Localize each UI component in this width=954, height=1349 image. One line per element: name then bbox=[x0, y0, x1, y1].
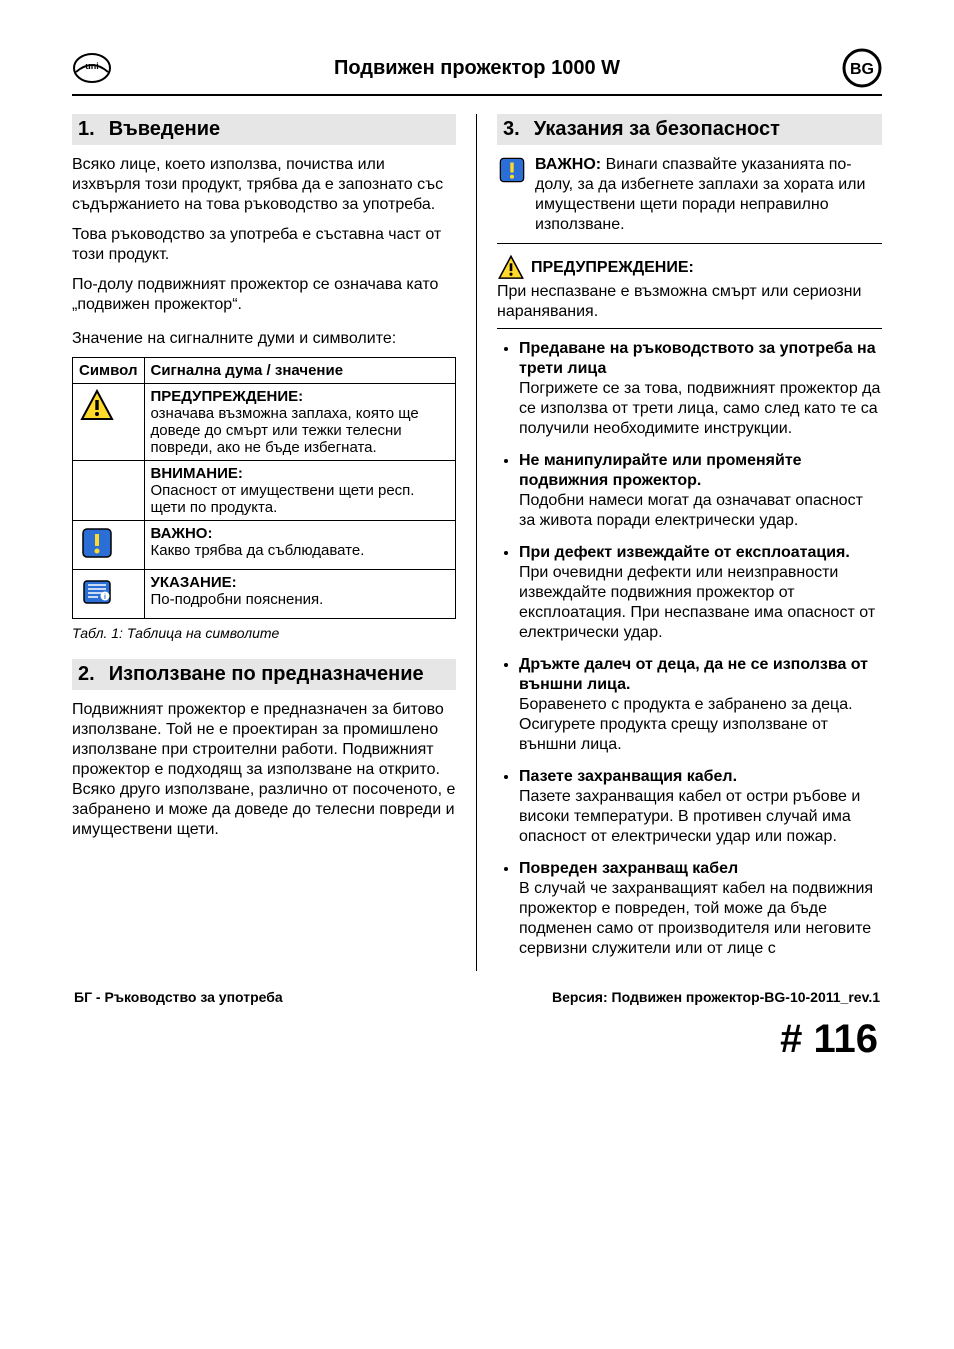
section-number: 3. bbox=[503, 118, 520, 141]
section-title: Указания за безопасност bbox=[534, 118, 780, 141]
svg-text:BG: BG bbox=[850, 61, 874, 78]
important-square-icon bbox=[497, 155, 527, 185]
section-heading-intro: 1. Въведение bbox=[72, 114, 456, 145]
signal-cell: ВАЖНО: Какво трябва да съблюдавате. bbox=[144, 521, 456, 570]
safety-item-title: Пазете захранващия кабел. bbox=[519, 767, 882, 787]
safety-item-body: Подобни намеси могат да означават опасно… bbox=[519, 492, 863, 529]
signal-cell: ПРЕДУПРЕЖДЕНИЕ: означава възможна заплах… bbox=[144, 384, 456, 461]
intro-paragraph: По-долу подвижният прожектор се означава… bbox=[72, 275, 456, 315]
note-book-icon: i bbox=[79, 574, 115, 610]
table-row: ВНИМАНИЕ: Опасност от имуществени щети р… bbox=[73, 461, 456, 521]
page-number: # 116 bbox=[72, 1017, 882, 1062]
safety-list: Предаване на ръководството за употреба н… bbox=[497, 339, 882, 959]
section-heading-safety: 3. Указания за безопасност bbox=[497, 114, 882, 145]
safety-item: Пазете захранващия кабел. Пазете захранв… bbox=[519, 767, 882, 847]
section-title: Използване по предназначение bbox=[109, 663, 424, 686]
safety-item: Не манипулирайте или променяйте подвижни… bbox=[519, 451, 882, 531]
warning-lead: ПРЕДУПРЕЖДЕНИЕ: bbox=[531, 259, 694, 277]
table-row: i УКАЗАНИЕ: По-подробни пояснения. bbox=[73, 570, 456, 619]
signal-word: УКАЗАНИЕ: bbox=[151, 574, 237, 591]
svg-text:uni: uni bbox=[85, 61, 99, 71]
signal-word: ВНИМАНИЕ: bbox=[151, 465, 243, 482]
page-root: uni Подвижен прожектор 1000 W BG 1. Въве… bbox=[0, 0, 954, 1349]
safety-item-body: Боравенето с продукта е забранено за дец… bbox=[519, 696, 853, 753]
intro-paragraph: Това ръководство за употреба е съставна … bbox=[72, 225, 456, 265]
symbol-cell: i bbox=[73, 570, 145, 619]
safety-item-body: В случай че захранващият кабел на подвиж… bbox=[519, 880, 873, 957]
notice-divider bbox=[497, 328, 882, 329]
symbol-cell bbox=[73, 384, 145, 461]
page-footer: БГ - Ръководство за употреба Версия: Под… bbox=[72, 989, 882, 1005]
safety-item-body: Погрижете се за това, подвижният прожект… bbox=[519, 380, 880, 437]
notice-divider bbox=[497, 243, 882, 244]
right-column: 3. Указания за безопасност ВАЖНО: Винаги… bbox=[477, 114, 882, 971]
signal-text: Какво трябва да съблюдавате. bbox=[151, 542, 365, 559]
signal-text: По-подробни пояснения. bbox=[151, 591, 324, 608]
signal-text: Опасност от имуществени щети респ. щети … bbox=[151, 482, 415, 516]
safety-item: Дръжте далеч от деца, да не се използва … bbox=[519, 655, 882, 755]
warning-triangle-icon bbox=[79, 388, 115, 424]
safety-item-title: Предаване на ръководството за употреба н… bbox=[519, 339, 882, 379]
signal-words-intro: Значение на сигналните думи и символите: bbox=[72, 329, 456, 349]
page-title: Подвижен прожектор 1000 W bbox=[112, 57, 842, 80]
signal-word: ПРЕДУПРЕЖДЕНИЕ: bbox=[151, 388, 304, 405]
header-divider bbox=[72, 94, 882, 96]
content-columns: 1. Въведение Всяко лице, което използва,… bbox=[72, 114, 882, 971]
page-header: uni Подвижен прожектор 1000 W BG bbox=[72, 48, 882, 88]
signal-cell: ВНИМАНИЕ: Опасност от имуществени щети р… bbox=[144, 461, 456, 521]
table-row: ВАЖНО: Какво трябва да съблюдавате. bbox=[73, 521, 456, 570]
safety-item-title: Повреден захранващ кабел bbox=[519, 859, 882, 879]
signal-word: ВАЖНО: bbox=[151, 525, 213, 542]
safety-item-title: Дръжте далеч от деца, да не се използва … bbox=[519, 655, 882, 695]
left-column: 1. Въведение Всяко лице, което използва,… bbox=[72, 114, 477, 971]
section-title: Въведение bbox=[109, 118, 221, 141]
section-number: 1. bbox=[78, 118, 95, 141]
important-lead: ВАЖНО: bbox=[535, 156, 601, 173]
brand-logo-icon: uni bbox=[72, 48, 112, 88]
safety-item: При дефект извеждайте от експлоатация. П… bbox=[519, 543, 882, 643]
safety-item: Предаване на ръководството за употреба н… bbox=[519, 339, 882, 439]
section-number: 2. bbox=[78, 663, 95, 686]
table-header-signal: Сигнална дума / значение bbox=[144, 358, 456, 384]
footer-right: Версия: Подвижен прожектор-BG-10-2011_re… bbox=[552, 989, 880, 1005]
table-caption: Табл. 1: Таблица на символите bbox=[72, 625, 456, 641]
safety-item-title: Не манипулирайте или променяйте подвижни… bbox=[519, 451, 882, 491]
svg-text:i: i bbox=[104, 594, 106, 601]
symbol-cell bbox=[73, 461, 145, 521]
warning-body: При неспазване е възможна смърт или сери… bbox=[497, 282, 882, 322]
use-paragraph: Подвижният прожектор е предназначен за б… bbox=[72, 700, 456, 840]
section-heading-use: 2. Използване по предназначение bbox=[72, 659, 456, 690]
important-notice: ВАЖНО: Винаги спазвайте указанията по-до… bbox=[497, 155, 882, 235]
symbol-cell bbox=[73, 521, 145, 570]
symbol-table: Символ Сигнална дума / значение bbox=[72, 357, 456, 619]
table-row: ПРЕДУПРЕЖДЕНИЕ: означава възможна заплах… bbox=[73, 384, 456, 461]
intro-paragraph: Всяко лице, което използва, почиства или… bbox=[72, 155, 456, 215]
language-badge-icon: BG bbox=[842, 48, 882, 88]
safety-item-body: Пазете захранващия кабел от остри ръбове… bbox=[519, 788, 860, 845]
safety-item-body: При очевидни дефекти или неизправности и… bbox=[519, 564, 875, 641]
important-text: ВАЖНО: Винаги спазвайте указанията по-до… bbox=[535, 155, 882, 235]
safety-item: Повреден захранващ кабел В случай че зах… bbox=[519, 859, 882, 959]
table-header-symbol: Символ bbox=[73, 358, 145, 384]
safety-item-title: При дефект извеждайте от експлоатация. bbox=[519, 543, 882, 563]
signal-cell: УКАЗАНИЕ: По-подробни пояснения. bbox=[144, 570, 456, 619]
warning-notice: ПРЕДУПРЕЖДЕНИЕ: При неспазване е възможн… bbox=[497, 254, 882, 322]
warning-triangle-icon bbox=[497, 254, 525, 282]
important-square-icon bbox=[79, 525, 115, 561]
footer-left: БГ - Ръководство за употреба bbox=[74, 989, 283, 1005]
signal-text: означава възможна заплаха, която ще дове… bbox=[151, 405, 419, 456]
